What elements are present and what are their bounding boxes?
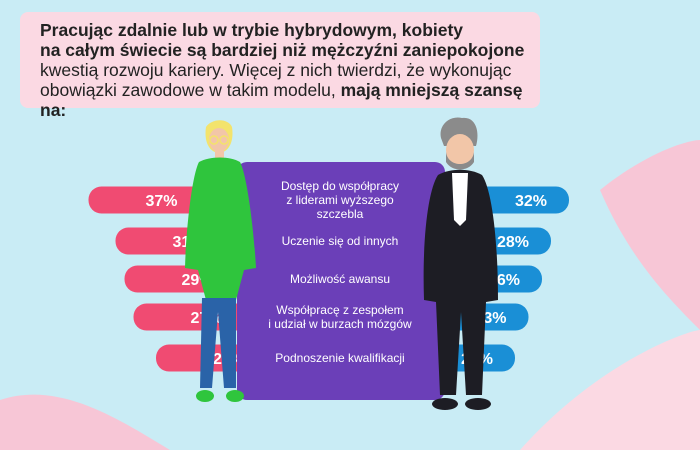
women-bar-value: 37% <box>145 193 177 210</box>
category-label: Uczenie się od innych <box>282 234 399 248</box>
woman-figure <box>185 120 256 402</box>
woman-face-icon <box>209 128 229 152</box>
man-shoe-left-icon <box>432 398 458 410</box>
category-label: Możliwość awansu <box>290 272 390 286</box>
man-figure <box>423 117 498 410</box>
pink-wave-decoration <box>520 330 700 450</box>
headline-line-4-bold: mają mniejszą szansę na: <box>40 80 523 120</box>
woman-jeans-icon <box>200 298 236 388</box>
category-labels: Dostęp do współpracy z liderami wyższego s… <box>268 179 412 365</box>
woman-shoe-right-icon <box>226 390 244 402</box>
center-panel <box>237 162 445 400</box>
men-bar-value: 28% <box>497 234 529 251</box>
man-beard-icon <box>446 152 474 170</box>
category-label: Współpracę z zespołem i udział w burzach … <box>268 303 412 331</box>
headline-line-2: na całym świecie są bardziej niż mężczyź… <box>40 40 525 60</box>
man-shirt-icon <box>452 173 468 226</box>
pink-shape-decoration <box>600 140 700 330</box>
headline: Pracując zdalnie lub w trybie hybrydowym… <box>20 12 540 120</box>
headline-line-1: Pracując zdalnie lub w trybie hybrydowym… <box>40 20 464 40</box>
men-bar-value: 32% <box>515 193 547 210</box>
pink-corner-decoration <box>0 394 170 450</box>
man-shoe-right-icon <box>465 398 491 410</box>
headline-line-3: kwestią rozwoju kariery. Więcej z nich t… <box>40 60 512 80</box>
man-suit-icon <box>423 169 498 395</box>
woman-hoodie-icon <box>185 157 256 300</box>
headline-line-4: obowiązki zawodowe w takim modelu, <box>40 80 341 100</box>
man-face-icon <box>446 134 474 166</box>
category-label: Dostęp do współpracy z liderami wyższego s… <box>281 179 399 221</box>
category-label: Podnoszenie kwalifikacji <box>275 351 404 365</box>
woman-shoe-left-icon <box>196 390 214 402</box>
